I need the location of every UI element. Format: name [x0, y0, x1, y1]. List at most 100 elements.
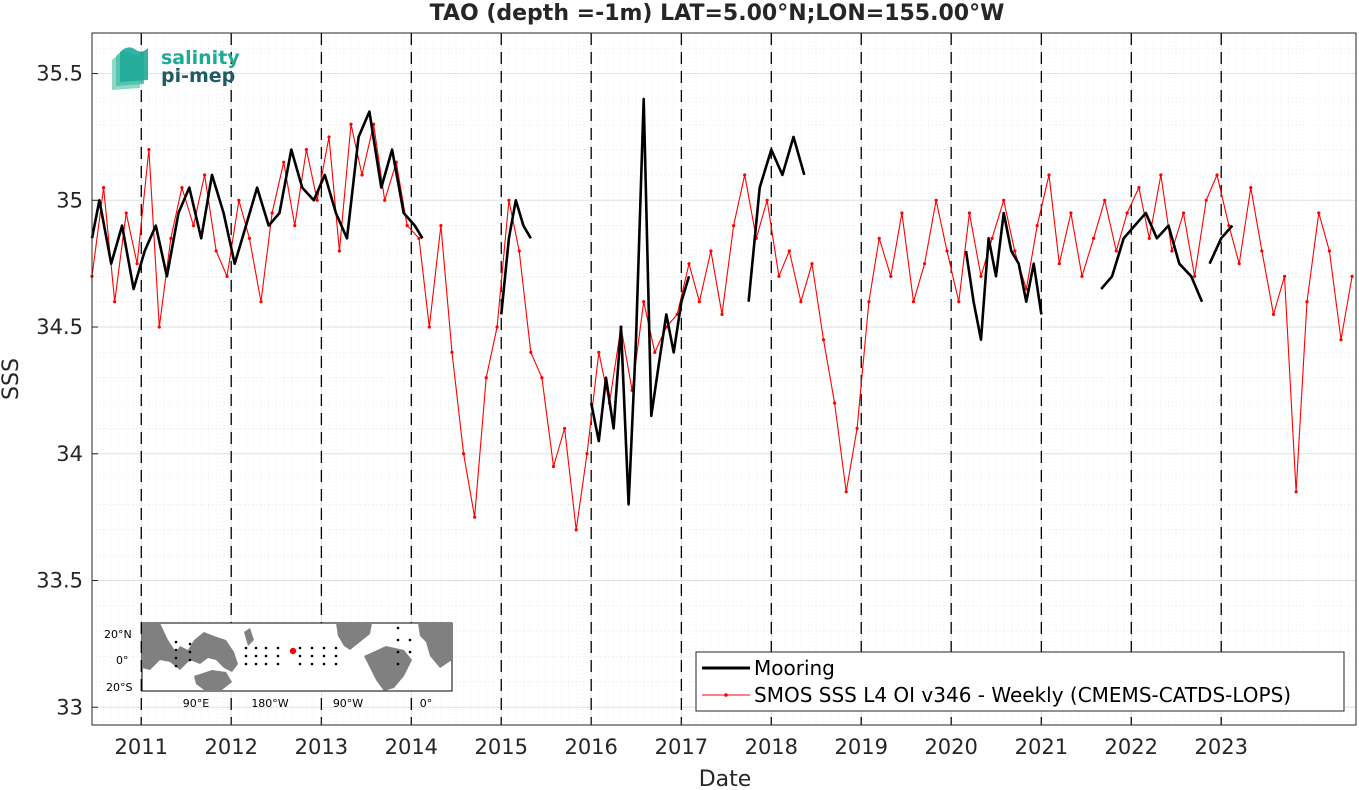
smos-point	[1215, 173, 1219, 177]
smos-point	[1114, 249, 1118, 253]
mooring-series-line	[589, 97, 691, 506]
smos-point	[765, 198, 769, 202]
smos-point	[1170, 249, 1174, 253]
chart-title: TAO (depth =-1m) LAT=5.00°N;LON=155.00°W	[430, 1, 1005, 26]
smos-point	[833, 401, 837, 405]
smos-point	[877, 236, 881, 240]
smos-point	[1137, 186, 1141, 190]
smos-point	[383, 198, 387, 202]
x-tick-label: 2013	[295, 735, 348, 759]
smos-point	[844, 490, 848, 494]
mooring-series-line	[1208, 224, 1234, 265]
smos-point	[417, 236, 421, 240]
smos-point	[855, 426, 859, 431]
salinity-pi-mep-logo: salinity pi-mep	[112, 47, 240, 90]
smos-point	[709, 249, 713, 253]
smos-point	[743, 173, 747, 177]
inset-lat-20s: 20°S	[106, 681, 132, 694]
x-axis-label: Date	[699, 767, 752, 790]
smos-point	[1013, 249, 1017, 253]
smos-point	[1350, 274, 1354, 278]
y-tick-label: 35.5	[36, 62, 83, 86]
x-tick-label: 2014	[385, 735, 438, 759]
smos-point	[360, 173, 364, 177]
smos-point	[889, 274, 893, 278]
smos-point	[157, 325, 161, 329]
smos-point	[473, 515, 477, 519]
y-tick-label: 35	[56, 188, 83, 212]
smos-point	[1294, 490, 1298, 494]
smos-point	[1249, 186, 1253, 190]
smos-point	[372, 122, 376, 126]
smos-point	[237, 198, 241, 202]
inset-lat-20n: 20°N	[104, 628, 132, 641]
logo-text-salinity: salinity	[161, 47, 240, 69]
mooring-series-line	[500, 199, 532, 315]
smos-point	[225, 274, 229, 278]
mooring-series-line	[90, 110, 424, 291]
x-tick-label: 2017	[655, 735, 708, 759]
smos-point	[821, 338, 826, 342]
smos-point	[1057, 262, 1061, 266]
smos-point	[1047, 173, 1051, 177]
x-tick-label: 2020	[924, 735, 977, 759]
x-tick-label: 2015	[475, 735, 528, 759]
inset-map-moorings	[174, 626, 412, 668]
smos-point	[1159, 173, 1163, 177]
smos-point	[967, 211, 972, 215]
mooring-series-layer	[90, 97, 1234, 506]
y-tick-label: 34	[56, 442, 83, 466]
smos-series-layer	[90, 122, 1354, 532]
smos-point	[191, 224, 196, 228]
smos-point	[934, 198, 938, 202]
smos-point	[124, 211, 128, 215]
smos-point	[484, 376, 488, 380]
smos-point	[979, 274, 983, 278]
smos-point	[1125, 211, 1129, 215]
smos-point	[799, 300, 803, 304]
smos-point	[787, 249, 791, 253]
inset-lon-90w: 90°W	[333, 697, 363, 710]
smos-point	[169, 236, 173, 240]
smos-point	[1069, 211, 1073, 215]
smos-point	[461, 452, 466, 456]
smos-point	[1305, 300, 1309, 304]
smos-point	[675, 312, 679, 316]
smos-point	[517, 249, 521, 253]
logo-text-pi-mep: pi-mep	[161, 65, 235, 87]
smos-point	[810, 262, 814, 266]
smos-point	[1181, 211, 1186, 215]
smos-point	[1080, 274, 1084, 278]
smos-point	[574, 528, 578, 532]
x-tick-label: 2018	[745, 735, 798, 759]
x-tick-label: 2022	[1105, 735, 1158, 759]
smos-point	[1091, 236, 1096, 240]
smos-point	[1237, 262, 1241, 266]
x-tick-label: 2021	[1015, 735, 1068, 759]
smos-point	[597, 350, 601, 354]
y-tick-label: 33	[56, 695, 83, 719]
legend-label-mooring: Mooring	[754, 656, 835, 680]
smos-point	[113, 300, 117, 304]
smos-point	[282, 160, 286, 164]
smos-point	[337, 249, 341, 253]
smos-point	[315, 198, 319, 202]
smos-point	[945, 249, 949, 253]
smos-point	[439, 224, 443, 228]
smos-point	[540, 376, 544, 380]
inset-lat-0: 0°	[116, 654, 129, 667]
smos-point	[259, 300, 263, 304]
smos-point	[349, 122, 353, 126]
smos-point	[327, 135, 331, 139]
legend-label-smos: SMOS SSS L4 OI v346 - Weekly (CMEMS-CATD…	[754, 683, 1291, 707]
legend-box	[695, 651, 1345, 712]
smos-point	[990, 236, 994, 240]
smos-point	[1147, 236, 1151, 240]
smos-point	[562, 426, 567, 431]
smos-point	[642, 300, 646, 304]
y-tick-label: 33.5	[36, 569, 83, 593]
smos-point	[585, 452, 589, 456]
smos-point	[1002, 198, 1006, 202]
x-tick-label: 2023	[1194, 735, 1247, 759]
